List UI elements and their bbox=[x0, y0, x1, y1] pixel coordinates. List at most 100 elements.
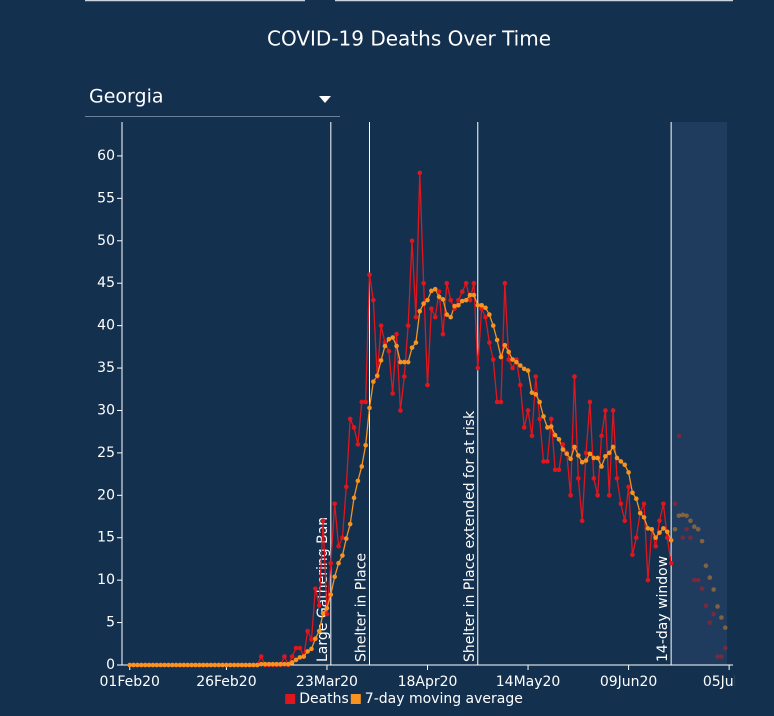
data-point bbox=[463, 297, 469, 303]
data-point bbox=[417, 170, 423, 176]
state-dropdown[interactable]: Georgia bbox=[85, 86, 340, 117]
data-point bbox=[371, 379, 376, 384]
data-point bbox=[560, 442, 566, 447]
data-point bbox=[235, 662, 241, 668]
data-point bbox=[440, 331, 446, 337]
data-point bbox=[355, 442, 361, 447]
data-point bbox=[722, 625, 728, 630]
data-point bbox=[386, 348, 392, 354]
data-point bbox=[220, 662, 225, 668]
data-point bbox=[460, 298, 465, 304]
data-point bbox=[583, 458, 589, 463]
data-point bbox=[432, 314, 438, 320]
data-point bbox=[645, 526, 651, 531]
y-tick-label: 20 bbox=[97, 487, 115, 503]
data-point bbox=[347, 521, 353, 527]
data-point bbox=[293, 645, 299, 651]
data-point bbox=[266, 661, 272, 667]
y-tick-label: 50 bbox=[97, 233, 115, 249]
y-tick-label: 35 bbox=[97, 360, 115, 376]
data-point bbox=[224, 662, 229, 668]
data-point bbox=[425, 297, 430, 303]
data-point bbox=[661, 526, 666, 531]
data-point bbox=[142, 662, 148, 668]
data-point bbox=[490, 357, 496, 362]
data-point bbox=[154, 662, 160, 668]
data-point bbox=[653, 543, 658, 549]
data-point bbox=[320, 610, 326, 616]
dropdown-arrow[interactable] bbox=[319, 96, 331, 103]
data-point bbox=[363, 399, 368, 405]
legend-label: Deaths bbox=[299, 691, 349, 707]
data-point bbox=[676, 513, 682, 518]
data-point bbox=[479, 302, 484, 308]
data-point bbox=[692, 524, 697, 530]
data-point bbox=[181, 662, 187, 668]
data-point bbox=[177, 662, 183, 668]
data-point bbox=[579, 459, 585, 465]
data-point bbox=[518, 363, 523, 368]
data-point bbox=[340, 553, 345, 558]
data-point bbox=[649, 526, 655, 532]
y-tick-label: 45 bbox=[97, 275, 115, 291]
data-point bbox=[231, 662, 237, 668]
data-point bbox=[560, 447, 566, 452]
data-point bbox=[637, 510, 643, 516]
y-tick-label: 10 bbox=[97, 572, 115, 588]
data-point bbox=[506, 349, 512, 355]
data-point bbox=[425, 382, 430, 388]
legend-swatch bbox=[350, 694, 361, 704]
event-label: Large Gathering Ban bbox=[315, 517, 331, 662]
data-point bbox=[390, 391, 395, 396]
data-point bbox=[351, 425, 357, 430]
dropdown-value[interactable]: Georgia bbox=[89, 86, 164, 108]
data-point bbox=[436, 294, 442, 300]
data-point bbox=[258, 654, 264, 659]
data-point bbox=[382, 340, 388, 345]
data-point bbox=[672, 526, 678, 532]
data-point bbox=[707, 620, 713, 625]
data-point bbox=[328, 592, 334, 597]
data-point bbox=[490, 323, 496, 328]
x-tick-label: 09Jun20 bbox=[600, 674, 658, 690]
data-point bbox=[494, 337, 500, 343]
data-point bbox=[309, 646, 314, 652]
data-point bbox=[436, 289, 442, 294]
data-point bbox=[343, 484, 349, 490]
data-point bbox=[328, 560, 334, 566]
data-point bbox=[487, 340, 492, 345]
data-point bbox=[610, 408, 616, 413]
data-point bbox=[340, 535, 345, 541]
data-point bbox=[135, 662, 140, 668]
data-point bbox=[595, 493, 600, 498]
data-point bbox=[715, 604, 720, 609]
data-point bbox=[185, 662, 191, 668]
data-point bbox=[614, 476, 620, 481]
data-point bbox=[452, 303, 457, 309]
data-point bbox=[622, 518, 628, 524]
data-point bbox=[146, 662, 152, 668]
data-point bbox=[711, 587, 716, 592]
event-label: Shelter in Place bbox=[353, 553, 369, 662]
data-point bbox=[413, 314, 419, 320]
data-point bbox=[173, 662, 179, 668]
data-point bbox=[695, 526, 701, 532]
data-point bbox=[699, 538, 705, 544]
data-point bbox=[672, 501, 678, 507]
x-tick-label: 23Mar20 bbox=[296, 674, 358, 690]
data-point bbox=[579, 518, 585, 524]
data-point bbox=[320, 518, 326, 524]
data-point bbox=[537, 399, 542, 405]
data-point bbox=[591, 476, 597, 481]
data-point bbox=[158, 662, 163, 668]
data-point bbox=[471, 292, 477, 298]
data-point bbox=[409, 345, 415, 350]
data-point bbox=[208, 662, 214, 668]
data-point bbox=[576, 476, 581, 481]
data-point bbox=[556, 437, 562, 442]
data-point bbox=[521, 366, 527, 372]
y-tick-label: 55 bbox=[97, 190, 115, 206]
data-point bbox=[162, 662, 167, 668]
data-point bbox=[309, 637, 314, 642]
data-point bbox=[421, 301, 426, 306]
